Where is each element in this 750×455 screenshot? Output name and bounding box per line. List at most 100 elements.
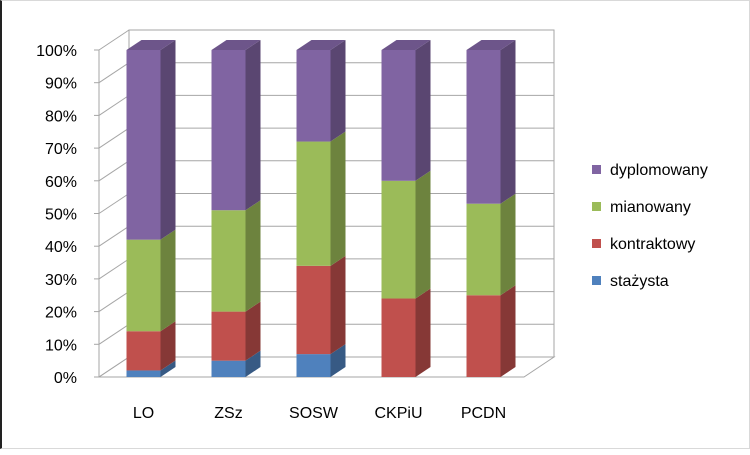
- bar-segment: [296, 40, 346, 142]
- bar-front: [381, 180, 416, 299]
- bar-top: [466, 40, 516, 50]
- bar-front: [466, 295, 501, 377]
- legend-item: kontraktowy: [592, 236, 695, 253]
- gridline-side: [98, 356, 130, 378]
- y-tick-label: 70%: [45, 141, 77, 158]
- y-tick-label: 100%: [36, 43, 77, 60]
- bar-segment: [296, 255, 346, 355]
- bar-front: [296, 141, 331, 266]
- bar-top: [126, 40, 176, 50]
- bar-top: [211, 40, 261, 50]
- bar-segment: [211, 200, 261, 312]
- bar-side: [330, 40, 346, 142]
- x-category-label: LO: [133, 405, 154, 422]
- bar-side: [330, 255, 346, 355]
- gridline-side: [98, 62, 130, 84]
- bar-front: [211, 50, 246, 211]
- bar-segment: [296, 344, 346, 377]
- axis-layer: 0% 10% 20% 30% 40% 50% 60% 70% 80% 90% 100% LO ZSz SO…: [36, 43, 506, 422]
- bar-segment: [211, 40, 261, 211]
- x-category-label: SOSW: [289, 405, 339, 422]
- x-category-label: ZSz: [214, 405, 242, 422]
- bar-segment: [296, 131, 346, 266]
- bar-front: [296, 265, 331, 355]
- bar-top: [296, 40, 346, 50]
- bar-segment: [126, 229, 176, 332]
- bar-side: [245, 200, 261, 312]
- bar-layer: [126, 40, 516, 377]
- bar-side: [415, 288, 431, 377]
- bar-front: [381, 298, 416, 377]
- bar-segment: [381, 40, 431, 181]
- legend-item: stażysta: [592, 273, 669, 290]
- bar-front: [211, 311, 246, 361]
- bar-side: [330, 344, 346, 377]
- legend-label: stażysta: [610, 273, 669, 290]
- bar-front: [466, 203, 501, 296]
- y-tick-label: 0%: [54, 370, 77, 387]
- legend-label: kontraktowy: [610, 236, 695, 253]
- bar-segment: [466, 285, 516, 377]
- bar-front: [211, 210, 246, 312]
- bar-segment: [126, 40, 176, 240]
- gridline-side: [98, 258, 130, 280]
- bar-segment: [381, 288, 431, 377]
- y-tick-label: 30%: [45, 272, 77, 289]
- bar-side: [500, 285, 516, 377]
- legend-swatch: [592, 165, 601, 174]
- bar-segment: [466, 40, 516, 204]
- bar-top: [381, 40, 431, 50]
- legend-swatch: [592, 239, 601, 248]
- bar-front: [211, 360, 246, 377]
- gridline-side: [98, 127, 130, 149]
- y-tick-label: 80%: [45, 108, 77, 125]
- bar-side: [160, 321, 176, 371]
- legend-item: dyplomowany: [592, 162, 708, 179]
- x-category-label: CKPiU: [374, 405, 422, 422]
- y-tick-label: 10%: [45, 337, 77, 354]
- bar-side: [245, 350, 261, 377]
- bar-segment: [466, 193, 516, 296]
- bar-segment: [126, 321, 176, 371]
- bar-side: [160, 40, 176, 240]
- bar-front: [296, 50, 331, 142]
- y-tick-label: 60%: [45, 174, 77, 191]
- bar-segment: [126, 360, 176, 377]
- bar-side: [415, 170, 431, 299]
- legend: dyplomowany mianowany kontraktowy stażysta: [592, 162, 708, 290]
- bar-side: [330, 131, 346, 266]
- gridline-side: [98, 291, 130, 313]
- bar-front: [126, 331, 161, 371]
- y-tick-label: 90%: [45, 76, 77, 93]
- legend-label: mianowany: [610, 199, 691, 216]
- gridline-side: [98, 94, 130, 116]
- legend-item: mianowany: [592, 199, 691, 216]
- y-tick-label: 50%: [45, 207, 77, 224]
- x-category-label: PCDN: [461, 405, 506, 422]
- bar-side: [160, 360, 176, 377]
- bar-side: [245, 40, 261, 211]
- legend-swatch: [592, 202, 601, 211]
- y-tick-label: 40%: [45, 239, 77, 256]
- gridline-side: [98, 29, 130, 51]
- gridline-side: [98, 225, 130, 247]
- legend-label: dyplomowany: [610, 162, 708, 179]
- bar-side: [500, 40, 516, 204]
- bar-side: [415, 40, 431, 181]
- bar-segment: [211, 301, 261, 361]
- bar-front: [126, 50, 161, 240]
- gridline-side: [98, 193, 130, 214]
- y-tick-label: 20%: [45, 305, 77, 322]
- bar-side: [245, 301, 261, 361]
- gridline-side: [98, 160, 130, 182]
- legend-swatch: [592, 276, 601, 285]
- bar-front: [466, 50, 501, 204]
- bar-front: [296, 354, 331, 377]
- bar-segment: [211, 350, 261, 377]
- gridline-side: [98, 323, 130, 345]
- bar-front: [126, 370, 161, 377]
- bar-segment: [381, 170, 431, 299]
- bar-front: [381, 50, 416, 181]
